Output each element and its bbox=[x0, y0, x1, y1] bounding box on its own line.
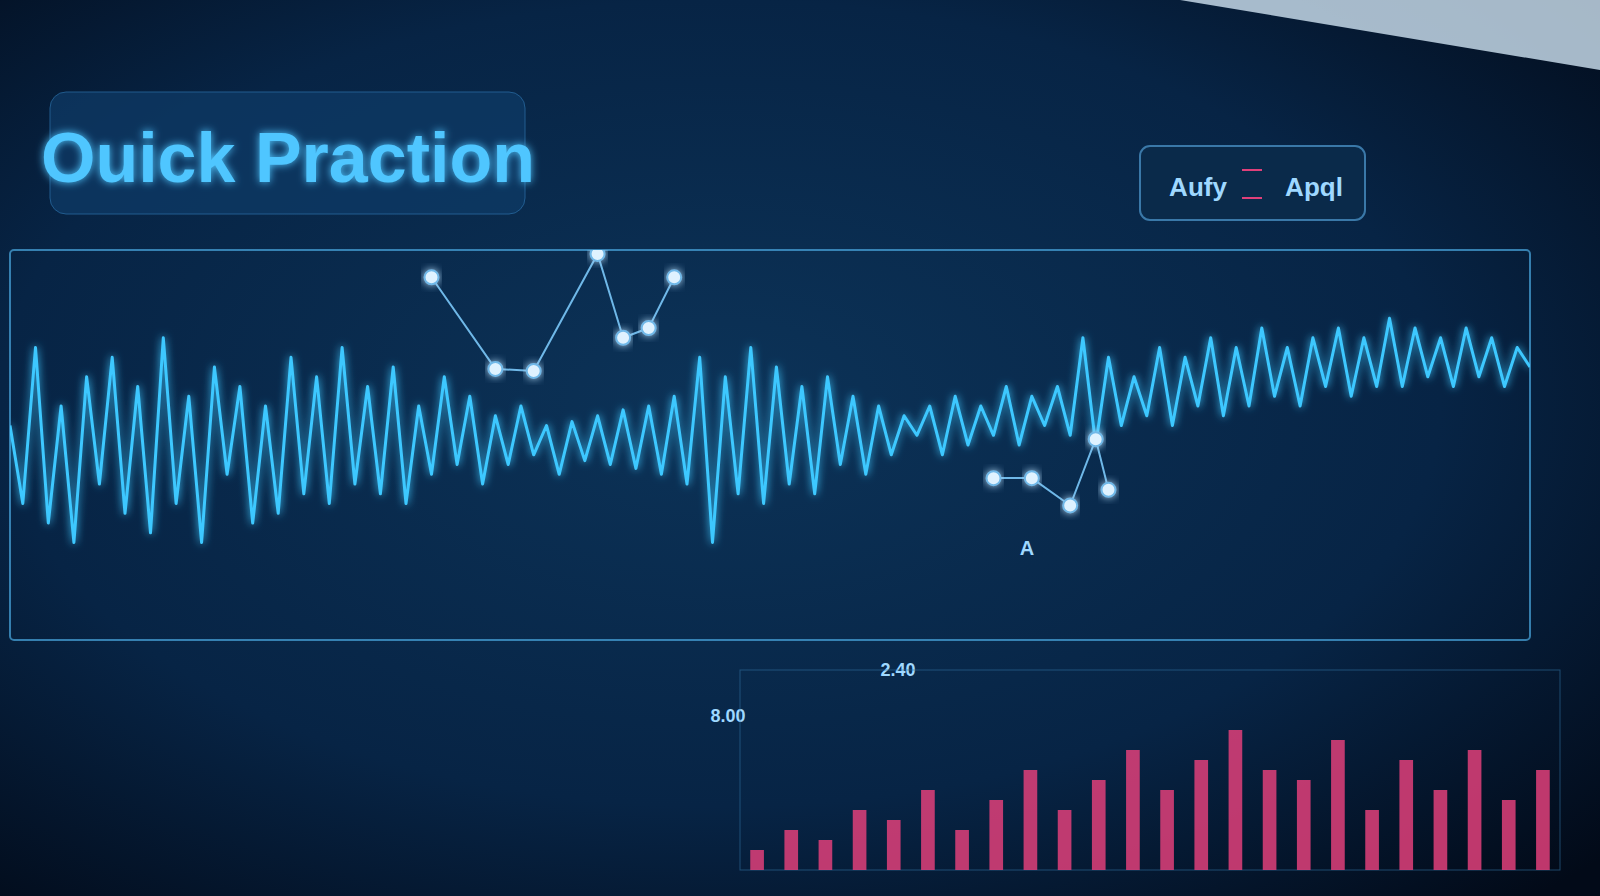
toggle-dash bbox=[1242, 169, 1262, 171]
toggle-dash bbox=[1242, 197, 1262, 199]
bar bbox=[921, 790, 935, 870]
line bbox=[432, 254, 1109, 506]
bar bbox=[1160, 790, 1174, 870]
marker bbox=[425, 270, 439, 284]
bar bbox=[1399, 760, 1413, 870]
marker bbox=[591, 250, 605, 261]
screen-edge bbox=[1180, 0, 1600, 70]
title: Ouick Praction bbox=[41, 119, 535, 197]
bar-group bbox=[750, 730, 1550, 870]
bar bbox=[887, 820, 901, 870]
bar bbox=[1194, 760, 1208, 870]
bar bbox=[1024, 770, 1038, 870]
toggle-box bbox=[1140, 146, 1365, 220]
bar-frame bbox=[740, 670, 1560, 870]
marker bbox=[1063, 498, 1077, 512]
bar bbox=[1434, 790, 1448, 870]
page: {"chart_data": [ {"type": "line", "title… bbox=[0, 0, 1600, 896]
bar bbox=[955, 830, 969, 870]
bar bbox=[1263, 770, 1277, 870]
bar bbox=[1331, 740, 1345, 870]
marker bbox=[527, 364, 541, 378]
annotation: Apql bbox=[1285, 172, 1343, 202]
bar bbox=[853, 810, 867, 870]
annotation: Aufy bbox=[1169, 172, 1227, 202]
bar bbox=[1229, 730, 1243, 870]
marker bbox=[488, 362, 502, 376]
annotation: A bbox=[1020, 537, 1034, 559]
bar bbox=[784, 830, 798, 870]
bar bbox=[1502, 800, 1516, 870]
marker bbox=[642, 321, 656, 335]
bar bbox=[819, 840, 833, 870]
marker bbox=[1025, 471, 1039, 485]
bar bbox=[1126, 750, 1140, 870]
marker bbox=[1101, 483, 1115, 497]
series-group bbox=[10, 318, 1530, 542]
bar bbox=[750, 850, 764, 870]
plot-frame bbox=[10, 250, 1530, 640]
bar bbox=[1297, 780, 1311, 870]
background bbox=[0, 0, 1600, 896]
series-group bbox=[425, 250, 1116, 512]
bar bbox=[1092, 780, 1106, 870]
marker bbox=[987, 471, 1001, 485]
marker bbox=[1089, 432, 1103, 446]
bar bbox=[1365, 810, 1379, 870]
marker bbox=[667, 270, 681, 284]
bar bbox=[1468, 750, 1482, 870]
canvas: Ouick PractionAufyApql8.002.40A bbox=[0, 0, 1600, 896]
marker bbox=[616, 331, 630, 345]
line bbox=[10, 318, 1530, 542]
bar bbox=[1058, 810, 1072, 870]
bar bbox=[1536, 770, 1550, 870]
bar bbox=[989, 800, 1003, 870]
